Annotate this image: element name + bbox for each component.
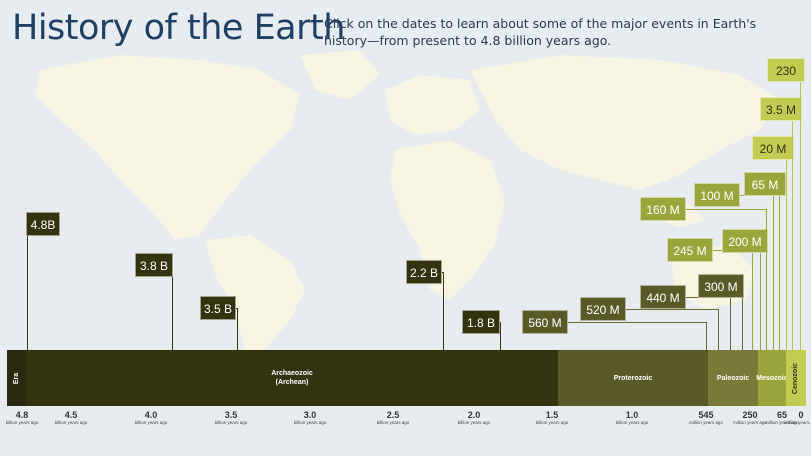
date-marker-button[interactable]: 4.8B — [26, 212, 60, 236]
axis-tick: 250 million years ago — [730, 410, 770, 425]
tick-value: 4.0 — [144, 410, 158, 420]
date-marker-button[interactable]: 3.5 M — [760, 97, 802, 121]
tick-unit: million years ago — [689, 420, 723, 425]
tick-value: 545 — [698, 410, 714, 420]
era-label: Proterozoic — [613, 374, 653, 382]
date-marker-button[interactable]: 200 M — [722, 229, 768, 253]
marker-line — [760, 253, 761, 350]
marker-connector — [626, 309, 719, 310]
marker-line — [779, 196, 780, 350]
marker-connector — [686, 209, 767, 210]
date-marker-button[interactable]: 245 M — [667, 238, 713, 262]
page-subtitle: Click on the dates to learn about some o… — [324, 16, 757, 48]
tick-unit: billion years ago — [54, 420, 88, 425]
axis-tick: 65 million years ago — [762, 410, 802, 425]
date-marker-button[interactable]: 20 M — [752, 136, 794, 160]
tick-value: 0 — [798, 410, 804, 420]
date-marker-button[interactable]: 560 M — [522, 310, 568, 334]
marker-line — [752, 250, 753, 350]
tick-unit: billion years ago — [293, 420, 327, 425]
tick-unit: billion years ago — [535, 420, 569, 425]
era-label: Mesozoic — [756, 374, 788, 382]
marker-line — [800, 82, 801, 350]
marker-line — [742, 298, 743, 350]
tick-value: 1.5 — [545, 410, 559, 420]
axis-tick: 4.5 billion years ago — [51, 410, 91, 425]
era-label: Archaeozoic (Archean) — [271, 370, 313, 386]
axis-tick: 4.8 billion years ago — [2, 410, 42, 425]
era-segment-archaeozoic[interactable]: Archaeozoic (Archean) — [26, 350, 558, 406]
tick-value: 250 — [742, 410, 758, 420]
marker-line — [500, 322, 501, 350]
era-segment-label: Era — [7, 350, 26, 406]
tick-unit: million years ago — [765, 420, 799, 425]
tick-unit: billion years ago — [214, 420, 248, 425]
date-marker-button[interactable]: 520 M — [580, 297, 626, 321]
date-marker-button[interactable]: 65 M — [744, 172, 786, 196]
axis-tick: 545 million years ago — [686, 410, 726, 425]
date-marker-button[interactable]: 230 — [767, 58, 805, 82]
tick-unit: million years ago — [733, 420, 767, 425]
tick-value: 4.5 — [64, 410, 78, 420]
marker-line — [172, 277, 173, 350]
axis-tick: 3.5 billion years ago — [211, 410, 251, 425]
tick-unit: million years ago — [784, 420, 811, 425]
tick-value: 2.5 — [386, 410, 400, 420]
era-segment-paleozoic[interactable]: Paleozoic — [708, 350, 758, 406]
marker-line — [237, 308, 238, 350]
tick-value: 4.8 — [15, 410, 29, 420]
axis-tick: 3.0 billion years ago — [290, 410, 330, 425]
marker-line — [792, 121, 793, 350]
axis-tick: 4.0 billion years ago — [131, 410, 171, 425]
era-label: Paleozoic — [716, 374, 750, 382]
marker-line — [773, 195, 774, 350]
date-marker-button[interactable]: 440 M — [640, 285, 686, 309]
tick-unit: billion years ago — [134, 420, 168, 425]
tick-value: 2.0 — [467, 410, 481, 420]
marker-line — [443, 272, 444, 350]
era-segment-proterozoic[interactable]: Proterozoic — [558, 350, 708, 406]
date-marker-button[interactable]: 1.8 B — [462, 310, 500, 334]
tick-unit: billion years ago — [5, 420, 39, 425]
tick-value: 65 — [776, 410, 787, 420]
era-segment-mesozoic[interactable]: Mesozoic — [756, 350, 788, 406]
tick-unit: billion years ago — [457, 420, 491, 425]
marker-connector — [568, 322, 707, 323]
tick-value: 3.5 — [224, 410, 238, 420]
date-marker-button[interactable]: 100 M — [694, 183, 740, 207]
tick-value: 1.0 — [625, 410, 639, 420]
era-segment-cenozoic[interactable]: Cenozoic — [786, 350, 806, 406]
marker-line — [706, 322, 707, 350]
page-title: History of the Earth — [12, 8, 345, 48]
date-marker-button[interactable]: 300 M — [698, 274, 744, 298]
date-marker-button[interactable]: 160 M — [640, 197, 686, 221]
marker-line — [766, 209, 767, 350]
axis-tick: 1.0 billion years ago — [612, 410, 652, 425]
marker-line — [786, 160, 787, 350]
date-marker-button[interactable]: 3.8 B — [135, 253, 173, 277]
date-marker-button[interactable]: 3.5 B — [200, 296, 236, 320]
date-marker-button[interactable]: 2.2 B — [406, 260, 442, 284]
axis-tick: 2.0 billion years ago — [454, 410, 494, 425]
marker-line — [718, 309, 719, 350]
tick-unit: billion years ago — [376, 420, 410, 425]
marker-line — [730, 297, 731, 350]
era-label: Era — [12, 372, 20, 384]
era-label: Cenozoic — [792, 362, 800, 394]
tick-unit: billion years ago — [615, 420, 649, 425]
tick-value: 3.0 — [303, 410, 317, 420]
axis-tick: 1.5 billion years ago — [532, 410, 572, 425]
marker-line — [27, 236, 28, 350]
axis-tick: 2.5 billion years ago — [373, 410, 413, 425]
